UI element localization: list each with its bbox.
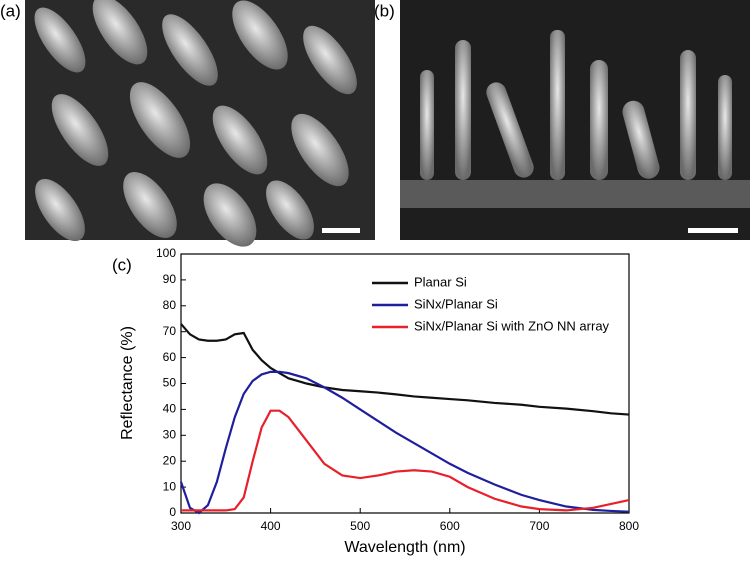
- x-tick-label: 700: [529, 519, 549, 533]
- series-line: [179, 370, 630, 515]
- x-tick-label: 600: [440, 519, 460, 533]
- legend-label: SiNx/Planar Si: [414, 296, 498, 311]
- y-tick-label: 30: [163, 427, 177, 441]
- y-tick-label: 50: [163, 376, 177, 390]
- x-axis-label: Wavelength (nm): [344, 539, 465, 556]
- x-tick-label: 800: [619, 519, 639, 533]
- y-tick-label: 60: [163, 350, 177, 364]
- sem-image-b: [400, 0, 750, 240]
- y-tick-label: 0: [169, 505, 176, 519]
- panel-label: (a): [0, 1, 21, 20]
- panel-label: (c): [112, 255, 132, 274]
- y-axis-label: Reflectance (%): [119, 326, 136, 440]
- y-tick-label: 40: [163, 402, 177, 416]
- y-tick-label: 10: [163, 479, 177, 493]
- y-tick-label: 100: [156, 246, 176, 260]
- y-tick-label: 70: [163, 324, 177, 338]
- x-tick-label: 500: [350, 519, 370, 533]
- y-tick-label: 90: [163, 272, 177, 286]
- sem-image-a: [25, 0, 375, 247]
- y-tick-label: 20: [163, 453, 177, 467]
- legend-label: SiNx/Planar Si with ZnO NN array: [414, 318, 610, 333]
- series-line: [181, 409, 630, 512]
- panel-label: (b): [374, 1, 395, 20]
- x-tick-label: 300: [171, 519, 191, 533]
- legend-label: Planar Si: [414, 274, 467, 289]
- series-line: [180, 323, 630, 416]
- plot-frame: [180, 253, 630, 514]
- y-tick-label: 80: [163, 298, 177, 312]
- x-tick-label: 400: [261, 519, 281, 533]
